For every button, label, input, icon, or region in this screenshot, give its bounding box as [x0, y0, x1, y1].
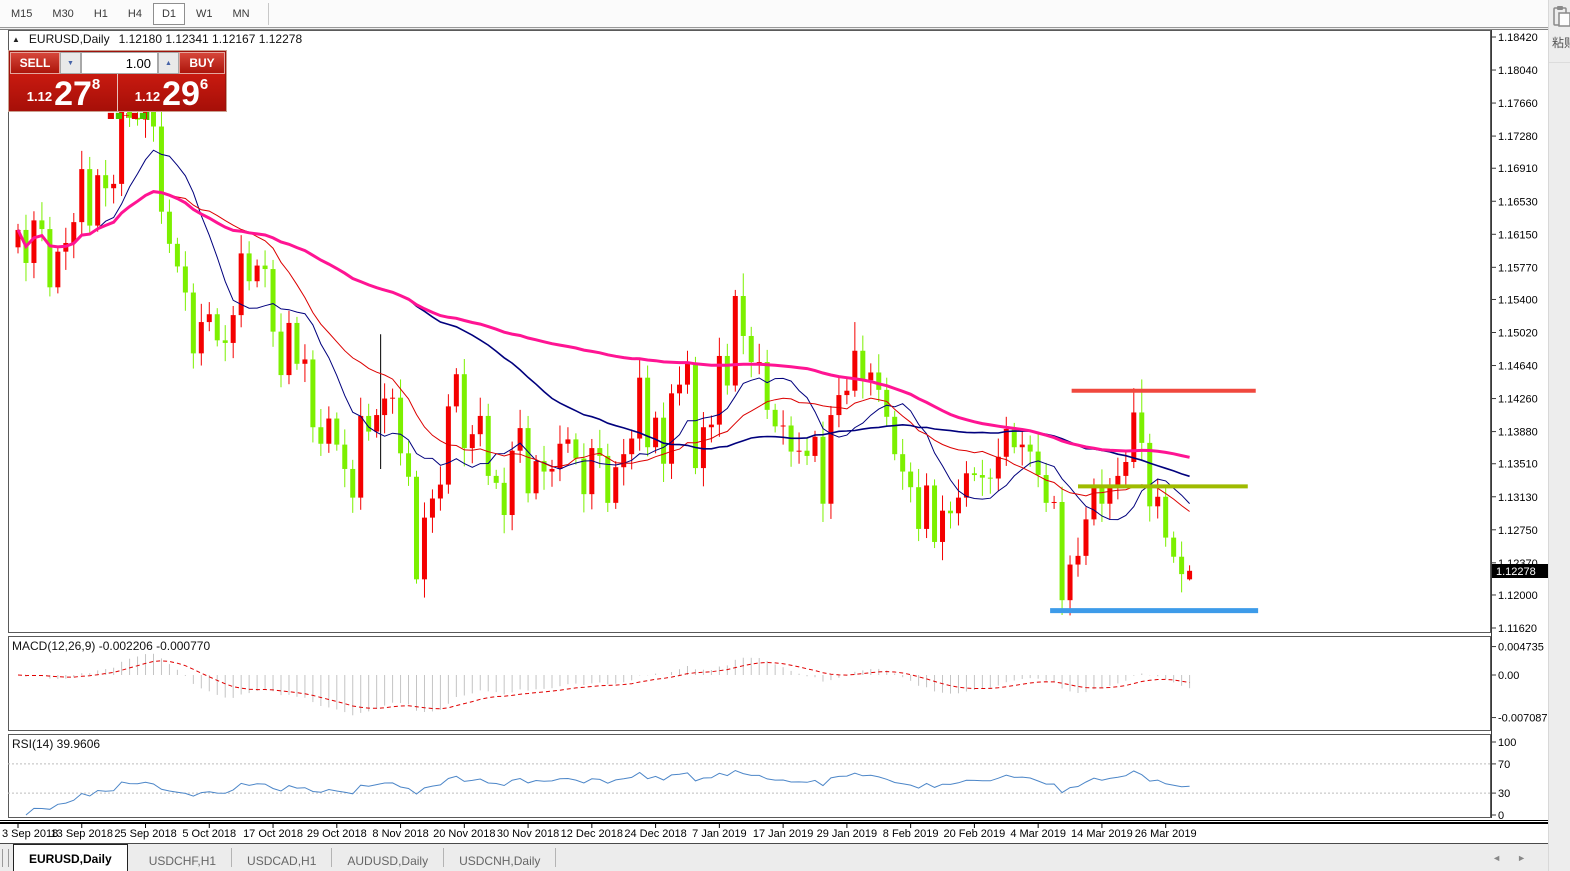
sell-price-button[interactable]: 1.12 27 8 [10, 74, 118, 111]
svg-text:4 Mar 2019: 4 Mar 2019 [1010, 828, 1066, 840]
tab-usdchf-h1[interactable]: USDCHF,H1 [134, 848, 233, 868]
svg-text:8 Feb 2019: 8 Feb 2019 [883, 828, 939, 840]
one-click-trading-panel: SELL ▼ ▲ BUY 1.12 27 8 1.12 29 6 [8, 50, 227, 112]
svg-text:■: ■ [107, 111, 115, 120]
rsi-indicator-label: RSI(14) 39.9606 [12, 737, 101, 751]
sell-button[interactable]: SELL [10, 52, 60, 74]
svg-text:1.12278: 1.12278 [1496, 566, 1536, 578]
svg-text:30 Nov 2018: 30 Nov 2018 [497, 828, 559, 840]
svg-text:29 Oct 2018: 29 Oct 2018 [307, 828, 367, 840]
svg-text:5 Oct 2018: 5 Oct 2018 [182, 828, 236, 840]
svg-text:1.18420: 1.18420 [1498, 32, 1538, 44]
svg-text:▍: ▍ [146, 110, 153, 120]
buy-button[interactable]: BUY [179, 52, 225, 74]
tab-usdcnh-daily[interactable]: USDCNH,Daily [444, 848, 557, 868]
tab-eurusd-daily[interactable]: EURUSD,Daily [13, 844, 128, 871]
svg-text:1.15020: 1.15020 [1498, 328, 1538, 340]
svg-text:1.16910: 1.16910 [1498, 163, 1538, 175]
paste-icon[interactable] [1553, 5, 1570, 32]
svg-text:1.13130: 1.13130 [1498, 492, 1538, 504]
timeframe-button-h1[interactable]: H1 [85, 3, 117, 25]
volume-increase-button[interactable]: ▲ [158, 52, 179, 74]
chevron-up-icon: ▲ [165, 59, 172, 67]
svg-text:1.12750: 1.12750 [1498, 525, 1538, 537]
svg-text:+: + [123, 111, 130, 120]
svg-text:1.17280: 1.17280 [1498, 131, 1538, 143]
chevron-down-icon: ▼ [67, 59, 74, 67]
svg-text:14 Mar 2019: 14 Mar 2019 [1071, 828, 1133, 840]
collapse-panel-icon[interactable]: ▲ [12, 34, 20, 44]
timeframe-button-h4[interactable]: H4 [119, 3, 151, 25]
svg-text:12 Dec 2018: 12 Dec 2018 [561, 828, 623, 840]
volume-input[interactable] [81, 52, 158, 74]
svg-text:26 Mar 2019: 26 Mar 2019 [1135, 828, 1197, 840]
buy-price-value: 29 [162, 75, 200, 113]
svg-text:-0.007087: -0.007087 [1498, 713, 1548, 725]
svg-text:100: 100 [1498, 737, 1516, 749]
svg-text:0.004735: 0.004735 [1498, 642, 1544, 654]
svg-text:0: 0 [1498, 810, 1504, 822]
chart-header: ▲ EURUSD,Daily 1.12180 1.12341 1.12167 1… [12, 32, 302, 46]
svg-text:1.16530: 1.16530 [1498, 196, 1538, 208]
sell-price-pip: 8 [91, 76, 101, 93]
svg-text:1.11620: 1.11620 [1498, 623, 1537, 635]
chart-ohlc-label: 1.12180 1.12341 1.12167 1.12278 [118, 32, 303, 46]
chart-tab-bar: EURUSD,Daily USDCHF,H1 USDCAD,H1 AUDUSD,… [0, 843, 1548, 871]
svg-text:30: 30 [1498, 788, 1510, 800]
svg-text:■: ■ [131, 111, 139, 120]
timeframe-button-d1[interactable]: D1 [152, 2, 185, 25]
timeframe-button-w1[interactable]: W1 [187, 3, 222, 25]
svg-text:8 Nov 2018: 8 Nov 2018 [372, 828, 428, 840]
svg-text:24 Dec 2018: 24 Dec 2018 [624, 828, 686, 840]
svg-text:■: ■ [139, 111, 147, 120]
timeframe-button-mn[interactable]: MN [224, 3, 259, 25]
buy-price-button[interactable]: 1.12 29 6 [118, 74, 225, 111]
paste-label: 粘贴 [1552, 36, 1570, 50]
svg-text:1.14260: 1.14260 [1498, 394, 1538, 406]
svg-text:0.00: 0.00 [1498, 670, 1519, 682]
chart-symbol-label: EURUSD,Daily [28, 32, 110, 46]
svg-text:7 Jan 2019: 7 Jan 2019 [692, 828, 746, 840]
svg-text:1.13510: 1.13510 [1498, 459, 1538, 471]
toolbar-separator [267, 2, 269, 25]
svg-text:1.15770: 1.15770 [1498, 262, 1538, 274]
svg-text:■: ■ [115, 111, 123, 120]
macd-indicator-label: MACD(12,26,9) -0.002206 -0.000770 [12, 639, 211, 653]
side-panel: 粘贴 [1548, 0, 1570, 871]
tab-audusd-daily[interactable]: AUDUSD,Daily [332, 848, 445, 868]
sell-price-prefix: 1.12 [26, 89, 53, 104]
svg-text:1.12000: 1.12000 [1498, 590, 1538, 602]
buy-price-pip: 6 [199, 76, 209, 93]
svg-text:1.18040: 1.18040 [1498, 65, 1538, 77]
svg-text:17 Jan 2019: 17 Jan 2019 [753, 828, 814, 840]
timeframe-toolbar: M15 M30 H1 H4 D1 W1 MN [0, 0, 1548, 28]
buy-price-prefix: 1.12 [134, 89, 161, 104]
svg-text:1.13880: 1.13880 [1498, 427, 1538, 439]
svg-text:17 Oct 2018: 17 Oct 2018 [243, 828, 303, 840]
volume-decrease-button[interactable]: ▼ [60, 52, 81, 74]
side-panel-divider [1549, 62, 1570, 63]
svg-text:1.14640: 1.14640 [1498, 361, 1538, 373]
tab-scroll-left-icon[interactable]: ◄ [1492, 852, 1502, 863]
svg-text:3 Sep 2018: 3 Sep 2018 [2, 828, 58, 840]
tabbar-grip[interactable] [2, 848, 9, 867]
svg-text:13 Sep 2018: 13 Sep 2018 [51, 828, 113, 840]
svg-text:20 Feb 2019: 20 Feb 2019 [944, 828, 1006, 840]
svg-text:29 Jan 2019: 29 Jan 2019 [817, 828, 878, 840]
tab-scroll-right-icon[interactable]: ► [1517, 852, 1526, 863]
svg-text:70: 70 [1498, 759, 1510, 771]
svg-text:1.17660: 1.17660 [1498, 98, 1538, 110]
sell-price-value: 27 [54, 75, 92, 113]
svg-text:25 Sep 2018: 25 Sep 2018 [114, 828, 176, 840]
tab-usdcad-h1[interactable]: USDCAD,H1 [232, 848, 333, 868]
timeframe-button-m30[interactable]: M30 [43, 3, 82, 25]
svg-text:20 Nov 2018: 20 Nov 2018 [433, 828, 495, 840]
timeframe-button-m15[interactable]: M15 [2, 3, 41, 25]
svg-text:1.16150: 1.16150 [1498, 229, 1538, 241]
svg-text:1.15400: 1.15400 [1498, 294, 1538, 306]
